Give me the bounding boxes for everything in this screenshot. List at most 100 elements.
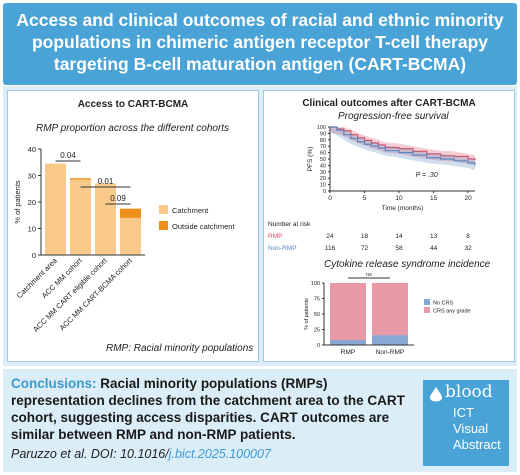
- crs-bar-no-crs: [330, 340, 366, 345]
- crs-x-tick-label: Non-RMP: [376, 349, 405, 356]
- pfs-curve-rmp: [330, 126, 476, 161]
- bar-catchment: [70, 179, 91, 255]
- pfs-curve-nonrmp: [330, 126, 476, 166]
- p-value-label: 0.04: [60, 151, 76, 160]
- y-tick-label: 20: [28, 198, 36, 207]
- risk-value: 13: [430, 233, 438, 240]
- doi-link[interactable]: j.bict.2025.100007: [168, 447, 271, 461]
- outcomes-panel-title: Clinical outcomes after CART-BCMA: [302, 98, 476, 109]
- bar-catchment: [120, 217, 141, 255]
- bar-catchment: [95, 183, 116, 255]
- legend-label: Catchment: [172, 206, 209, 215]
- legend-swatch: [159, 205, 168, 214]
- badge-line-3: Abstract: [453, 437, 501, 452]
- pfs-y-tick-label: 100: [317, 125, 326, 131]
- blood-ict-badge: blood ICT Visual Abstract: [423, 380, 509, 466]
- pfs-y-tick-label: 10: [320, 183, 326, 189]
- y-tick-label: 10: [28, 225, 36, 234]
- pfs-y-tick-label: 70: [320, 144, 326, 150]
- crs-legend-label: No CRS: [433, 301, 454, 307]
- risk-value: 58: [395, 245, 403, 252]
- pfs-x-axis-label: Time (months): [382, 205, 424, 212]
- crs-x-tick-label: RMP: [341, 349, 355, 356]
- conclusions-body: Racial minority populations (RMPs) repre…: [11, 376, 405, 442]
- content-area: Access to CART-BCMA RMP proportion acros…: [3, 86, 517, 366]
- pfs-p-value: P = .30: [416, 172, 438, 179]
- bar-outside: [120, 208, 141, 218]
- y-tick-label: 40: [28, 145, 36, 154]
- pfs-ci-band-nonrmp: [330, 127, 475, 171]
- crs-y-tick-label: 100: [311, 281, 320, 287]
- header-banner: Access and clinical outcomes of racial a…: [3, 3, 517, 85]
- crs-y-axis-label: % of patients: [304, 298, 310, 330]
- pfs-y-tick-label: 50: [320, 157, 326, 163]
- risk-value: 8: [466, 233, 470, 240]
- crs-legend-swatch: [424, 307, 430, 313]
- pfs-x-tick-label: 20: [464, 195, 472, 202]
- risk-value: 14: [395, 233, 403, 240]
- conclusions-box: Conclusions: Racial minority populations…: [3, 369, 517, 472]
- pfs-y-tick-label: 20: [320, 176, 326, 182]
- bar-catchment: [45, 163, 66, 255]
- conclusions-label: Conclusions:: [11, 376, 97, 391]
- risk-value: 44: [430, 245, 438, 252]
- risk-value: 72: [361, 245, 369, 252]
- risk-table-title: Number at risk: [268, 221, 311, 228]
- risk-value: 116: [325, 245, 336, 252]
- citation: Paruzzo et al. DOI: 10.1016/j.bict.2025.…: [11, 447, 271, 461]
- pfs-y-tick-label: 60: [320, 151, 326, 157]
- pfs-x-tick-label: 15: [430, 195, 438, 202]
- legend-label: Outside catchment: [172, 222, 235, 231]
- crs-y-tick-label: 0: [317, 343, 320, 349]
- pfs-y-tick-label: 40: [320, 163, 326, 169]
- access-panel: Access to CART-BCMA RMP proportion acros…: [7, 90, 259, 362]
- risk-row-label: Non-RMP: [268, 245, 297, 252]
- crs-y-tick-label: 25: [314, 328, 320, 334]
- crs-subtitle: Cytokine release syndrome incidence: [324, 259, 491, 270]
- y-tick-label: 30: [28, 172, 36, 181]
- pfs-x-tick-label: 10: [395, 195, 403, 202]
- crs-chart: 0 25 50 75 100 % of patients RMP Non-RMP ns No CR…: [304, 272, 471, 356]
- risk-value: 24: [326, 233, 334, 240]
- access-chart-subtitle: RMP proportion across the different coho…: [36, 123, 230, 134]
- citation-text: Paruzzo et al. DOI: 10.1016/: [11, 447, 169, 461]
- access-panel-title: Access to CART-BCMA: [77, 99, 189, 110]
- pfs-y-tick-label: 90: [320, 131, 326, 137]
- pfs-y-tick-label: 80: [320, 138, 326, 144]
- crs-bar-crs-any: [330, 283, 366, 341]
- pfs-y-tick-label: 0: [323, 189, 326, 195]
- blood-logo: blood: [445, 382, 493, 402]
- risk-value: 32: [464, 245, 472, 252]
- crs-legend-label: CRS any grade: [433, 309, 471, 315]
- badge-line-1: ICT: [453, 405, 474, 420]
- risk-table: Number at risk RMP 24 18 14 13 8 Non-RMP 116 72 58…: [268, 221, 472, 252]
- outcomes-panel: Clinical outcomes after CART-BCMA Progre…: [263, 90, 515, 362]
- conclusions-text: Conclusions: Racial minority populations…: [11, 375, 411, 443]
- y-tick-label: 0: [32, 251, 36, 260]
- pfs-subtitle: Progression-free survival: [338, 111, 449, 122]
- pfs-ci-band-rmp: [330, 127, 475, 166]
- badge-line-2: Visual: [453, 421, 489, 436]
- y-axis-label: % of patients: [13, 180, 22, 224]
- page-title: Access and clinical outcomes of racial a…: [16, 10, 504, 74]
- access-footnote: RMP: Racial minority populations: [106, 343, 254, 354]
- crs-y-tick-label: 75: [314, 297, 320, 303]
- risk-row-label: RMP: [268, 233, 282, 240]
- legend-swatch: [159, 221, 168, 230]
- pfs-x-tick-label: 5: [363, 195, 367, 202]
- p-value-label: 0.01: [98, 177, 114, 186]
- risk-value: 18: [361, 233, 369, 240]
- crs-bar-no-crs: [372, 335, 408, 345]
- crs-y-tick-label: 50: [314, 312, 320, 318]
- crs-ns-label: ns: [366, 272, 372, 278]
- pfs-x-tick-label: 0: [328, 195, 332, 202]
- bar-outside: [70, 178, 91, 180]
- pfs-y-axis-label: PFS (%): [307, 147, 314, 172]
- blood-drop-icon: [430, 387, 442, 402]
- p-value-label: 0.09: [110, 194, 126, 203]
- crs-bar-crs-any: [372, 283, 408, 336]
- crs-legend-swatch: [424, 299, 430, 305]
